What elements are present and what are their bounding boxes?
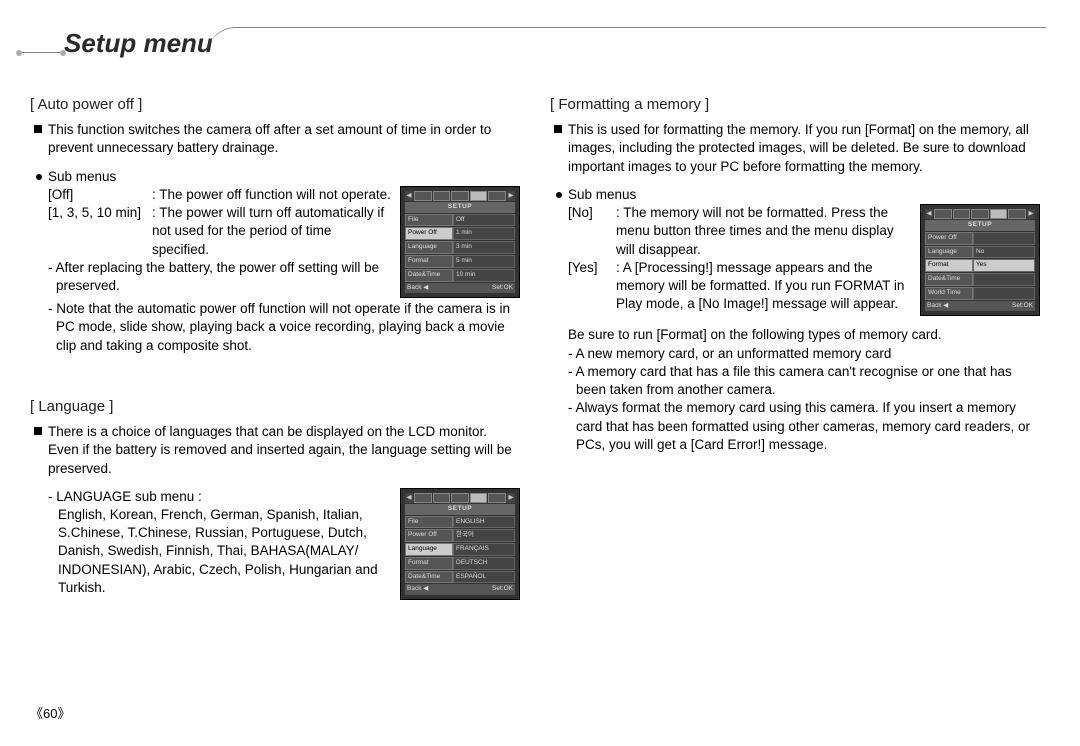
auto-power-off-heading: [ Auto power off ] [30, 95, 520, 115]
fmt-note-intro: Be sure to run [Format] on the following… [568, 326, 1040, 344]
fmt-opt-yes-val: : A [Processing!] message appears and th… [616, 259, 912, 314]
auto-power-off-submenus: Sub menus [Off] : The power off function… [48, 168, 520, 355]
fmt-opt-no-key: [No] [568, 204, 612, 259]
apo-lcd-screenshot: ◀▶SETUPFileOffPower Off1 minLanguage3 mi… [400, 186, 520, 298]
apo-opt-off-key: [Off] [48, 186, 148, 204]
formatting-heading: [ Formatting a memory ] [550, 95, 1040, 115]
fmt-lcd-screenshot: ◀▶SETUPPower OffLanguageNoFormatYesDate&… [920, 204, 1040, 316]
fmt-opt-no-val: : The memory will not be formatted. Pres… [616, 204, 912, 259]
fmt-note1: - A new memory card, or an unformatted m… [568, 345, 1040, 363]
apo-note1: - After replacing the battery, the power… [48, 259, 392, 295]
language-intro: There is a choice of languages that can … [48, 423, 520, 478]
formatting-submenus: Sub menus [No] : The memory will not be … [568, 186, 1040, 317]
formatting-notes: Be sure to run [Format] on the following… [568, 326, 1040, 454]
submenus-label: Sub menus [48, 168, 520, 186]
apo-opt-time-key: [1, 3, 5, 10 min] [48, 204, 148, 259]
right-column: [ Formatting a memory ] This is used for… [550, 95, 1040, 610]
apo-note2: - Note that the automatic power off func… [48, 300, 520, 355]
auto-power-off-intro: This function switches the camera off af… [48, 121, 520, 157]
language-submenu: - LANGUAGE sub menu : English, Korean, F… [48, 488, 520, 600]
fmt-opt-yes-key: [Yes] [568, 259, 612, 314]
apo-opt-time-val: : The power will turn off automatically … [152, 204, 392, 259]
page-number: 《60》 [30, 703, 70, 722]
fmt-note2: - A memory card that has a file this cam… [568, 363, 1040, 399]
apo-opt-off-val: : The power off function will not operat… [152, 186, 391, 204]
language-heading: [ Language ] [30, 397, 520, 417]
language-sub-label: - LANGUAGE sub menu : [48, 488, 392, 506]
language-sub-body: English, Korean, French, German, Spanish… [48, 506, 392, 597]
formatting-intro: This is used for formatting the memory. … [568, 121, 1040, 176]
language-lcd-screenshot: ◀▶SETUPFileENGLISHPower Off한국어LanguageFR… [400, 488, 520, 600]
left-column: [ Auto power off ] This function switche… [30, 95, 520, 610]
fmt-note3: - Always format the memory card using th… [568, 399, 1040, 454]
fmt-submenus-label: Sub menus [568, 186, 1040, 204]
